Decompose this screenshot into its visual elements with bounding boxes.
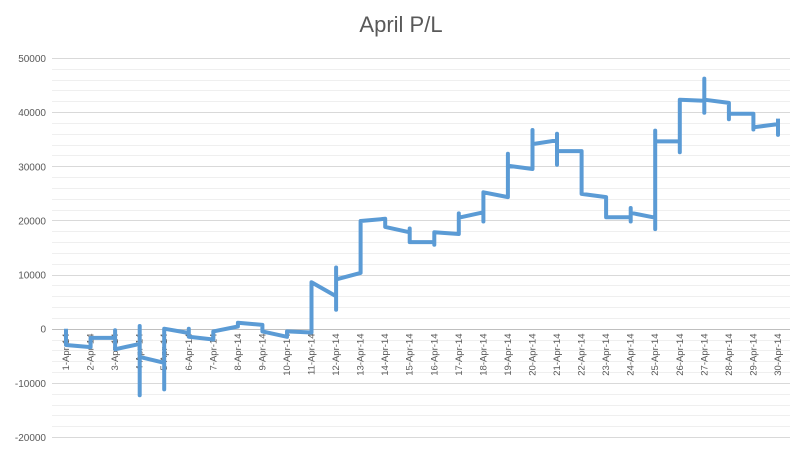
x-tick-label: 29-Apr-14	[748, 334, 759, 376]
x-tick-label: 13-Apr-14	[356, 334, 367, 376]
x-tick-label: 6-Apr-14	[184, 334, 195, 371]
x-tick-label: 3-Apr-14	[110, 334, 121, 371]
x-tick-label: 17-Apr-14	[454, 334, 465, 376]
x-tick-label: 30-Apr-14	[773, 334, 784, 376]
x-tick-label: 8-Apr-14	[233, 334, 244, 371]
x-tick-label: 15-Apr-14	[405, 334, 416, 376]
x-tick-label: 20-Apr-14	[527, 334, 538, 376]
x-tick-label: 21-Apr-14	[552, 334, 563, 376]
y-tick-label: -20000	[15, 433, 47, 444]
x-tick-label: 9-Apr-14	[257, 334, 268, 371]
x-tick-label: 19-Apr-14	[503, 334, 514, 376]
y-tick-label: 30000	[18, 162, 46, 173]
x-tick-label: 23-Apr-14	[601, 334, 612, 376]
x-tick-label: 14-Apr-14	[380, 334, 391, 376]
x-tick-label: 26-Apr-14	[675, 334, 686, 376]
y-tick-label: 10000	[18, 271, 46, 282]
x-tick-label: 2-Apr-14	[86, 334, 97, 371]
series-line	[64, 76, 780, 398]
y-tick-label: 20000	[18, 216, 46, 227]
x-tick-label: 27-Apr-14	[699, 334, 710, 376]
x-tick-label: 16-Apr-14	[429, 334, 440, 376]
y-tick-label: 0	[40, 325, 46, 336]
x-tick-label: 10-Apr-14	[282, 334, 293, 376]
y-axis-ticks: 50000 40000 30000 20000 10000 0 -10000 -20000	[15, 54, 47, 444]
series-layer	[64, 76, 780, 398]
y-tick-label: -10000	[15, 379, 47, 390]
chart-title: April P/L	[359, 12, 443, 37]
x-tick-label: 12-Apr-14	[331, 334, 342, 376]
y-tick-label: 50000	[18, 54, 46, 65]
x-tick-label: 25-Apr-14	[650, 334, 661, 376]
x-tick-label: 11-Apr-14	[307, 334, 318, 376]
x-tick-label: 24-Apr-14	[626, 334, 637, 376]
x-tick-label: 22-Apr-14	[577, 334, 588, 376]
x-tick-label: 1-Apr-14	[61, 334, 72, 371]
x-tick-label: 18-Apr-14	[478, 333, 489, 375]
x-axis-ticks: 1-Apr-14 2-Apr-14 3-Apr-14 4-Apr-14 5-Apr-14…	[61, 333, 784, 375]
x-tick-label: 28-Apr-14	[724, 334, 735, 376]
y-tick-label: 40000	[18, 108, 46, 119]
x-tick-label: 7-Apr-14	[208, 334, 219, 371]
